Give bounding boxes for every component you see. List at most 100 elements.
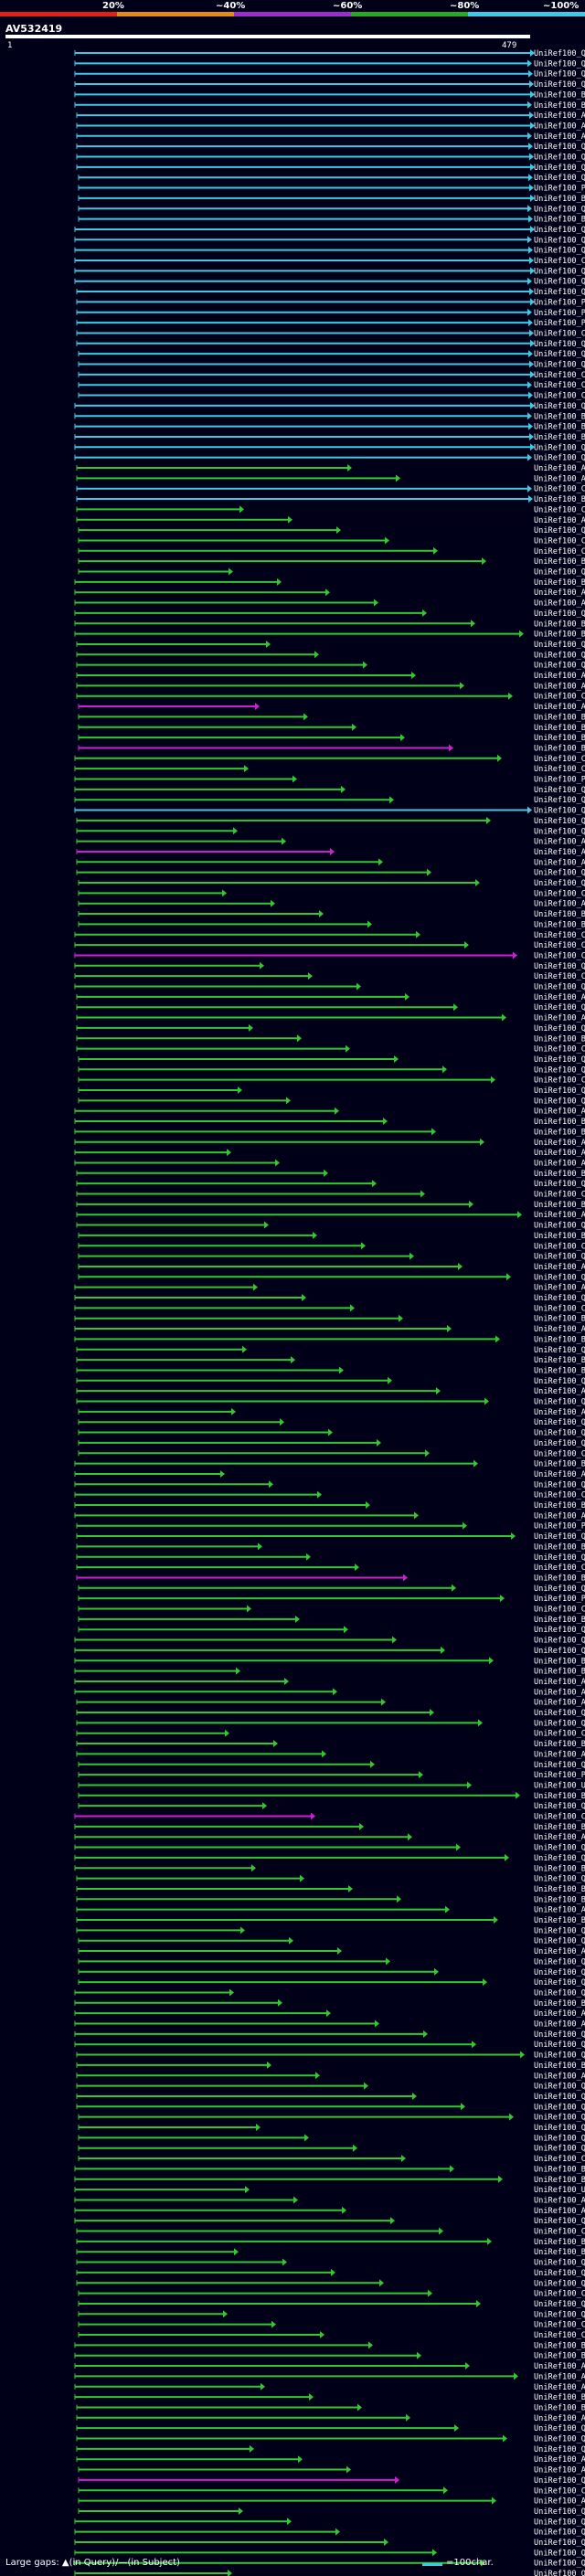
hit-row[interactable]: UniRef100_Q04836 [74, 69, 585, 80]
hit-row[interactable]: UniRef100_B6M184 [78, 194, 585, 204]
hit-row[interactable]: UniRef100_Q97U32 [74, 961, 585, 971]
hit-row[interactable]: UniRef100_Q8LIS2 [78, 1418, 585, 1427]
hit-row[interactable]: UniRef100_A5B2L7 [76, 132, 585, 142]
hit-row[interactable]: UniRef100_Q3E440 [74, 1988, 585, 1998]
hit-row[interactable]: UniRef100_Q65SW7 [78, 1097, 585, 1106]
hit-row[interactable]: UniRef100_Q04836-3 [74, 59, 585, 69]
hit-row[interactable]: UniRef100_Q01297 [78, 1055, 585, 1065]
hit-row[interactable]: UniRef100_C4J159 [78, 2331, 585, 2340]
hit-row[interactable]: UniRef100_Q25C92 [78, 2134, 585, 2143]
hit-row[interactable]: UniRef100_A9PFU9 [74, 1107, 585, 1117]
hit-row[interactable]: UniRef100_C6SV67 [76, 1044, 585, 1055]
hit-row[interactable]: UniRef100_A9PIG6 [74, 1149, 585, 1158]
hit-row[interactable]: UniRef100_A7PT43 [78, 703, 585, 712]
hit-row[interactable]: UniRef100_A2YNZ1 [76, 682, 585, 691]
hit-row[interactable]: UniRef100_A9SVS6 [74, 1469, 585, 1479]
hit-row[interactable]: UniRef100_C6TLL6 [74, 1490, 585, 1500]
hit-row[interactable]: UniRef100_Q9AZ14 [74, 609, 585, 619]
hit-row[interactable]: UniRef100_C1ZZN6 [76, 1729, 585, 1739]
hit-row[interactable]: UniRef100_C5U5U3 [74, 257, 585, 266]
hit-row[interactable]: UniRef100_B6TBK4 [74, 412, 585, 421]
hit-row[interactable]: UniRef100_Q2Q0P7 [78, 1584, 585, 1594]
hit-row[interactable]: UniRef100_Q7YZ95 [74, 2539, 585, 2548]
hit-row[interactable]: UniRef100_Q1QFE7 [74, 2570, 585, 2576]
hit-row[interactable]: UniRef100_A9MSB9 [74, 2009, 585, 2019]
hit-row[interactable]: UniRef100_Q3YC16 [76, 1719, 585, 1728]
hit-row[interactable]: UniRef100_A9NQT3 [76, 1013, 585, 1023]
hit-row[interactable]: UniRef100_B9I318 [74, 101, 585, 111]
hit-row[interactable]: UniRef100_C6TEH3 [74, 754, 585, 764]
hit-row[interactable]: UniRef100_A5BA74 [74, 1283, 585, 1293]
hit-row[interactable]: UniRef100_A9P8Z7 [76, 2455, 585, 2465]
hit-row[interactable]: UniRef100_A9NTU4 [76, 515, 585, 525]
hit-row[interactable]: UniRef100_Q4QDQ8 [76, 2268, 585, 2278]
hit-row[interactable]: UniRef100_Q0J1V4 [74, 2518, 585, 2527]
hit-row[interactable]: UniRef100_Q24891 [76, 1023, 585, 1034]
hit-row[interactable]: UniRef100_B6T1I3 [76, 1895, 585, 1904]
hit-row[interactable]: UniRef100_B3D121 [76, 2403, 585, 2412]
hit-row[interactable]: UniRef100_B6U895 [76, 1884, 585, 1894]
hit-row[interactable]: UniRef100_A2YAZ0 [74, 1325, 585, 1334]
hit-row[interactable]: UniRef100_Q1KKP0 [78, 567, 585, 578]
hit-row[interactable]: UniRef100_C5XZ78 [76, 1190, 585, 1200]
hit-row[interactable]: UniRef100_B7S0F0 [74, 2341, 585, 2350]
hit-row[interactable]: UniRef100_B9T9H0 [74, 1864, 585, 1873]
hit-row[interactable]: UniRef100_A7PL22 [76, 111, 585, 121]
hit-row[interactable]: UniRef100_Q40437 [76, 1003, 585, 1012]
hit-row[interactable]: UniRef100_B6U925 [76, 1356, 585, 1365]
hit-row[interactable]: UniRef100_Q24306 [76, 288, 585, 297]
hit-row[interactable]: UniRef100_C5YNQ7 [78, 1605, 585, 1615]
hit-row[interactable]: UniRef100_C5X8G1 [76, 2227, 585, 2237]
hit-row[interactable]: UniRef100_B6TA19 [74, 422, 585, 432]
hit-row[interactable]: UniRef100_B9F7A3 [76, 1034, 585, 1044]
hit-row[interactable]: UniRef100_A9PGV5 [78, 899, 585, 909]
hit-row[interactable]: UniRef100_Q9VIC4 [78, 2299, 585, 2309]
hit-row[interactable]: UniRef100_A9NWR7 [76, 464, 585, 473]
hit-row[interactable]: UniRef100_Q9SP10 [78, 1273, 585, 1282]
hit-row[interactable]: UniRef100_B9GYN7 [74, 630, 585, 640]
hit-row[interactable]: UniRef100_B8LHE7 [74, 1335, 585, 1344]
hit-row[interactable]: UniRef100_Q43349 [74, 796, 585, 805]
hit-row[interactable]: UniRef100_A9NZT2 [76, 1750, 585, 1759]
hit-row[interactable]: UniRef100_C9YCG8 [78, 2289, 585, 2299]
hit-row[interactable]: UniRef100_B7KT14 [78, 1791, 585, 1801]
hit-row[interactable]: UniRef100_A9SY68 [74, 1511, 585, 1521]
hit-row[interactable]: UniRef100_A1WE85 [76, 2072, 585, 2081]
hit-row[interactable]: UniRef100_A3QDP3 [76, 847, 585, 857]
hit-row[interactable]: UniRef100_B9HSU2 [74, 1314, 585, 1324]
hit-row[interactable]: UniRef100_Q9FQS9 [78, 205, 585, 214]
hit-row[interactable]: UniRef100_B9SL03 [74, 1822, 585, 1832]
hit-row[interactable]: UniRef100_A6N1F1 [78, 2465, 585, 2475]
hit-row[interactable]: UniRef100_B9SQT1 [74, 2165, 585, 2174]
hit-row[interactable]: UniRef100_C6TDT3 [74, 765, 585, 774]
hit-row[interactable]: UniRef100_Q41367 [76, 827, 585, 836]
hit-row[interactable]: UniRef100_B9R2I9 [76, 1366, 585, 1375]
hit-row[interactable]: UniRef100_Q81987 [74, 236, 585, 245]
hit-row[interactable]: UniRef100_Q6RK07 [74, 2030, 585, 2040]
hit-row[interactable]: UniRef100_B9R1T0 [74, 1128, 585, 1137]
hit-row[interactable]: UniRef100_Q7F2X8 [78, 1087, 585, 1096]
hit-row[interactable]: UniRef100_B6HFL4 [78, 1231, 585, 1241]
hit-row[interactable]: UniRef100_C1N5G2 [74, 951, 585, 960]
hit-row[interactable]: UniRef100_B6S1F0 [78, 920, 585, 929]
hit-row[interactable]: UniRef100_Q07Z01 [78, 2475, 585, 2486]
hit-row[interactable]: UniRef100_C6F1Y7 [78, 889, 585, 898]
hit-row[interactable]: UniRef100_B6TS31 [74, 578, 585, 588]
hit-row[interactable]: UniRef100_A8ENT1 [74, 2206, 585, 2216]
hit-row[interactable]: UniRef100_Q6YNS1 [76, 1180, 585, 1189]
hit-row[interactable]: UniRef100_Q43349 [76, 816, 585, 826]
hit-row[interactable]: UniRef100_Q08935 [78, 526, 585, 535]
hit-row[interactable]: UniRef100_Q8VD00 [76, 153, 585, 163]
hit-row[interactable]: UniRef100_A9NNN9 [74, 1138, 585, 1148]
hit-row[interactable]: UniRef100_C6CY78 [78, 2486, 585, 2496]
hit-row[interactable]: UniRef100_A6QBL5 [78, 1407, 585, 1417]
hit-row[interactable]: UniRef100_Q0WMD6 [74, 401, 585, 411]
hit-row[interactable]: UniRef100_Q39675 [74, 443, 585, 452]
hit-row[interactable]: UniRef100_Q2ND09 [78, 2507, 585, 2517]
hit-row[interactable]: UniRef100_A9NML8 [76, 1905, 585, 1915]
hit-row[interactable]: UniRef100_Q22385 [76, 1874, 585, 1884]
hit-row[interactable]: UniRef100_C1ZJ88 [78, 1242, 585, 1251]
hit-row[interactable]: UniRef100_Q41124 [76, 1345, 585, 1355]
hit-row[interactable]: UniRef100_B4FMY7 [76, 1574, 585, 1583]
hit-row[interactable]: UniRef100_Q24081 [76, 2424, 585, 2433]
